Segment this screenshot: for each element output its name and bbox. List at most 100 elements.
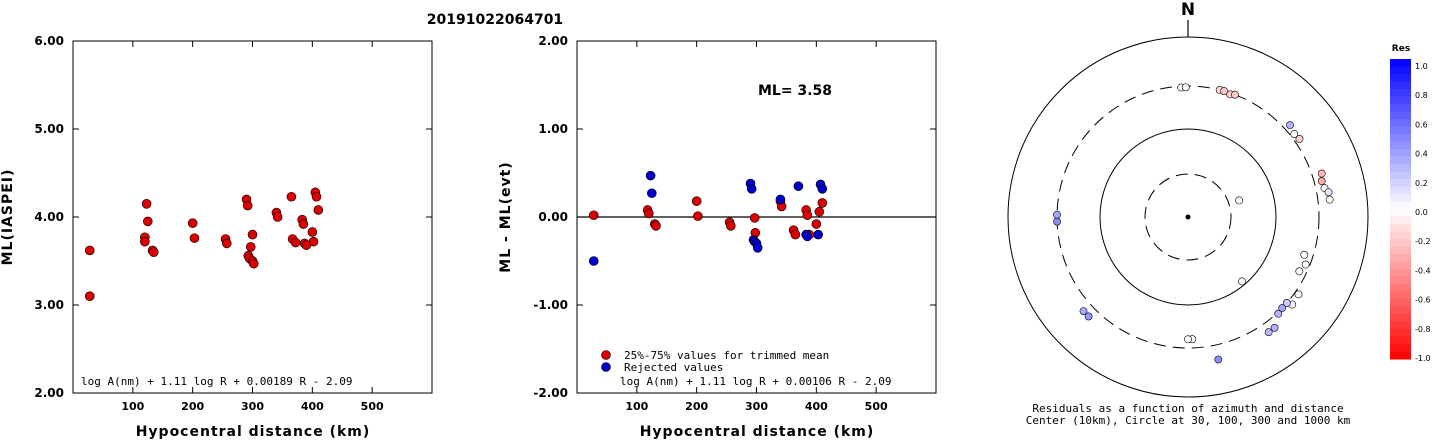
panel-1-formula: log A(nm) + 1.11 log R + 0.00189 R - 2.0… (81, 375, 353, 388)
colorbar-cell (1390, 306, 1411, 315)
data-point (790, 229, 801, 240)
colorbar-cell (1390, 81, 1411, 90)
legend-label-rejected: Rejected values (624, 361, 723, 374)
data-point (141, 199, 152, 209)
colorbar-tick-label: 0.8 (1415, 91, 1428, 100)
colorbar-cell (1390, 111, 1411, 120)
panel-ml-residual: 100 200 300 400 500 -2.00 -1.00 0.00 1.00 2.00 ML… (498, 34, 937, 440)
station-point (1290, 130, 1299, 138)
x-tick-label: 300 (241, 400, 264, 413)
colorbar-tick-label: -0.2 (1415, 237, 1431, 246)
station-point (1079, 307, 1088, 315)
station-point (1295, 135, 1304, 143)
station-point (1214, 355, 1223, 364)
panel-1-ylabel: ML(IASPEI) (0, 169, 16, 266)
data-point (245, 242, 256, 252)
station-point (1282, 299, 1291, 307)
data-point (189, 233, 200, 243)
station-point (1278, 304, 1287, 312)
data-point (311, 191, 322, 202)
station-point (1053, 217, 1061, 226)
colorbar-cell (1390, 276, 1411, 285)
station-point (1286, 121, 1294, 130)
panel-1-frame (72, 40, 433, 394)
y-tick-label: 1.00 (538, 122, 568, 136)
data-point (588, 210, 599, 221)
station-point (1324, 188, 1333, 197)
y-tick-label: 4.00 (34, 210, 64, 224)
data-point (187, 218, 198, 228)
y-tick-label: 6.00 (34, 34, 64, 48)
colorbar-tick-label: -0.6 (1415, 296, 1431, 305)
x-tick-label: 100 (625, 400, 648, 413)
x-tick-label: 200 (685, 400, 708, 413)
data-point (746, 184, 757, 194)
colorbar-tick-label: 0.0 (1415, 208, 1428, 217)
colorbar-cell (1390, 216, 1411, 225)
data-point (693, 211, 703, 221)
data-point (814, 206, 825, 217)
data-point (242, 200, 253, 211)
colorbar-title: Res (1392, 44, 1410, 54)
station-point (1317, 177, 1326, 186)
data-point (749, 213, 760, 223)
station-point (1264, 328, 1273, 337)
data-point (307, 227, 318, 237)
station-point (1220, 87, 1229, 95)
colorbar-cell (1390, 59, 1411, 67)
colorbar-cell (1390, 284, 1411, 292)
data-point (221, 238, 232, 249)
data-point (84, 291, 95, 302)
x-tick-label: 400 (805, 400, 828, 413)
colorbar-cell (1390, 239, 1411, 247)
figure-title: 20191022064701 (427, 12, 563, 28)
data-point (272, 212, 283, 222)
data-point (802, 210, 813, 221)
ring-100km (1099, 128, 1277, 306)
x-tick-label: 400 (301, 400, 324, 413)
colorbar-cell (1390, 224, 1411, 232)
map-caption-1: Residuals as a function of azimuth and d… (1032, 402, 1343, 415)
station-point (1270, 323, 1279, 332)
colorbar-tick-label: 0.4 (1415, 150, 1428, 159)
panel-2-points (588, 170, 828, 266)
panel-ml-iaspei: 100 200 300 400 500 2.00 3.00 4.00 5.00 6.00 log … (0, 34, 433, 440)
colorbar-tick-label: -1.0 (1415, 354, 1431, 363)
x-tick-label: 500 (865, 400, 888, 413)
colorbar-cell (1390, 321, 1411, 330)
data-point (308, 236, 319, 247)
colorbar-cell (1390, 351, 1411, 360)
panel-1-ticks: 100 200 300 400 500 2.00 3.00 4.00 5.00 6.00 (34, 34, 432, 413)
epicenter-marker (1185, 214, 1191, 220)
data-point (691, 196, 702, 206)
panel-1-xlabel: Hypocentral distance (km) (136, 424, 371, 440)
panel-2-ylabel: ML - ML(evt) (498, 161, 514, 272)
data-point (775, 194, 786, 205)
panel-1-points (84, 187, 324, 302)
colorbar-cell (1390, 201, 1411, 210)
data-point (646, 188, 657, 199)
colorbar-tick-label: 0.2 (1415, 179, 1428, 188)
data-point (817, 184, 828, 194)
y-tick-label: -2.00 (533, 386, 568, 400)
y-tick-label: 3.00 (34, 298, 64, 312)
x-tick-label: 500 (361, 400, 384, 413)
panel-2-xlabel: Hypocentral distance (km) (640, 424, 875, 440)
colorbar-tick-label: -0.8 (1415, 325, 1431, 334)
y-tick-label: 0.00 (538, 210, 568, 224)
colorbar-cell (1390, 89, 1411, 97)
station-point (1301, 260, 1310, 269)
data-point (313, 205, 324, 215)
colorbar-cell (1390, 336, 1411, 345)
data-point (725, 221, 736, 231)
data-point (140, 236, 150, 247)
colorbar-cell (1390, 171, 1411, 180)
station-point (1295, 267, 1304, 276)
colorbar-cell (1390, 344, 1411, 352)
ring-1000km (1007, 36, 1369, 398)
data-point (84, 245, 95, 256)
panel-2-ml-annotation: ML= 3.58 (758, 83, 832, 99)
colorbar-tick-label: 0.6 (1415, 120, 1428, 129)
colorbar-tick-label: 1.0 (1415, 62, 1428, 71)
